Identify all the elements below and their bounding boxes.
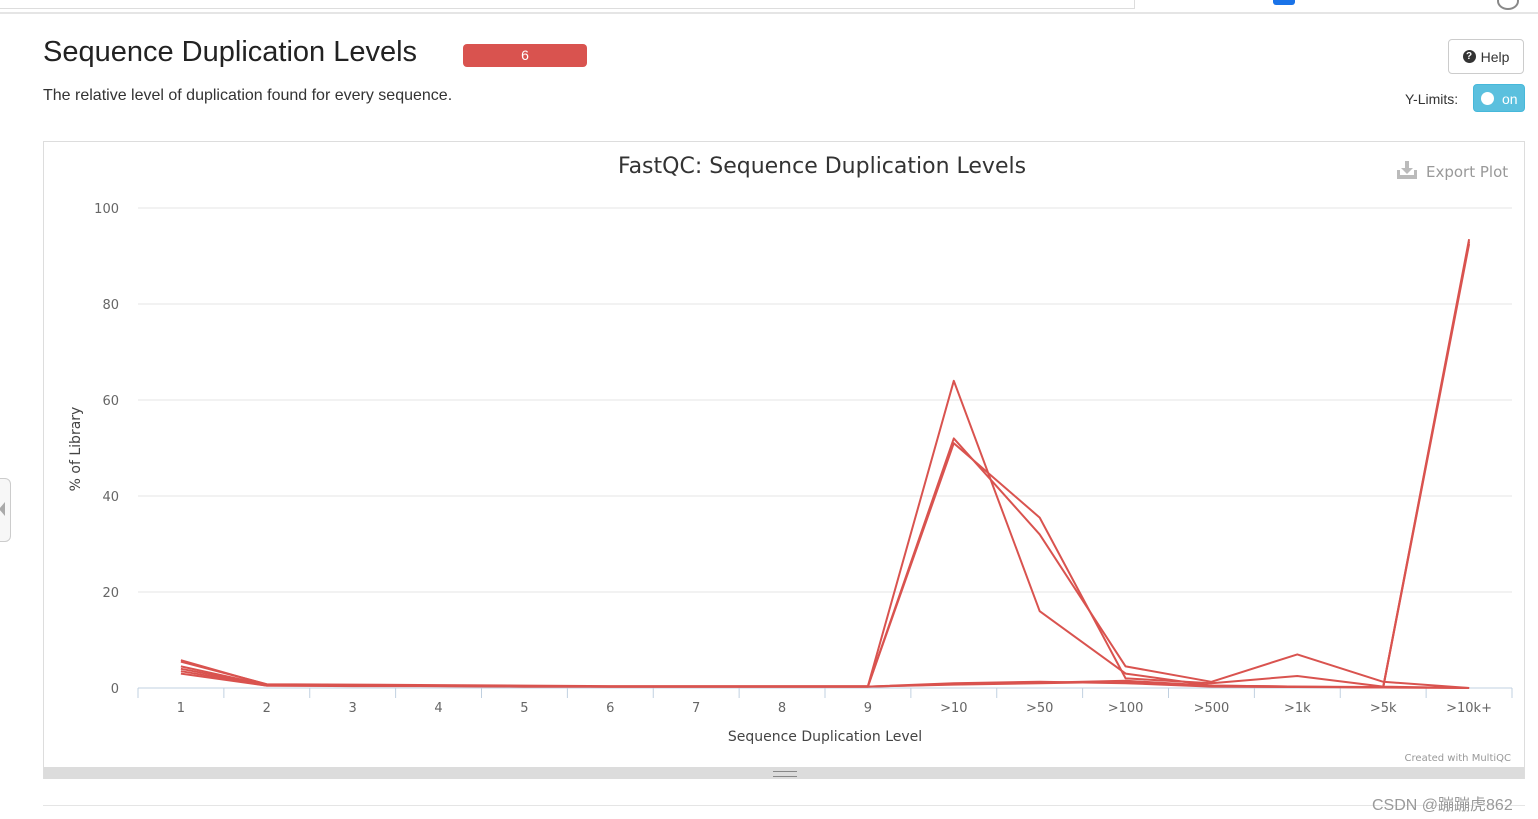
y-tick-label: 40 xyxy=(102,490,119,505)
ylimits-toggle[interactable]: on xyxy=(1473,84,1525,112)
series-line xyxy=(180,241,1471,688)
top-circle-icon[interactable] xyxy=(1497,0,1519,10)
x-tick-label: >100 xyxy=(1108,701,1144,716)
x-tick-label: >10 xyxy=(940,701,967,716)
x-tick-label: >1k xyxy=(1284,701,1311,716)
series-line xyxy=(180,442,1470,689)
series-line xyxy=(180,243,1471,689)
section-divider xyxy=(43,805,1525,806)
collapse-arrow-icon xyxy=(0,502,5,516)
grid-layer xyxy=(138,207,1512,593)
section-title: Sequence Duplication Levels xyxy=(43,36,418,68)
multiqc-credit[interactable]: Created with MultiQC xyxy=(1405,753,1511,764)
x-tick-label: 9 xyxy=(864,701,872,716)
y-tick-label: 100 xyxy=(94,202,119,217)
plot-resize-handle[interactable] xyxy=(44,767,1524,779)
series-layer xyxy=(180,239,1471,689)
address-field[interactable] xyxy=(0,0,1135,9)
series-line xyxy=(180,239,1471,688)
x-axis-title: Sequence Duplication Level xyxy=(728,729,922,745)
help-icon: ? xyxy=(1462,50,1476,63)
section-description: The relative level of duplication found … xyxy=(43,87,453,104)
x-tick-label: 5 xyxy=(520,701,528,716)
chart-title: FastQC: Sequence Duplication Levels xyxy=(618,154,1026,179)
series-line xyxy=(180,379,1470,689)
y-axis-title: % of Library xyxy=(68,407,84,492)
top-badge xyxy=(1273,0,1295,5)
help-label: Help xyxy=(1480,48,1510,65)
y-tick-label: 80 xyxy=(102,298,119,313)
export-icon xyxy=(1397,161,1417,179)
export-plot-label: Export Plot xyxy=(1426,163,1508,181)
y-tick-label: 0 xyxy=(111,682,119,697)
x-axis: 1 2 3 4 5 6 7 8 9 >10 >50 >100 >500 >1k >5k >10k+ xyxy=(137,687,1513,716)
help-button[interactable]: ? Help xyxy=(1448,39,1524,74)
x-tick-label: 2 xyxy=(263,701,271,716)
duplication-line-chart[interactable]: 1 2 3 4 5 6 7 8 9 >10 >50 >100 >500 >1k >5k >10k+ 0 20 40… xyxy=(44,142,1524,768)
watermark: CSDN @蹦蹦虎862 xyxy=(1372,797,1513,814)
x-tick-label: 8 xyxy=(778,701,786,716)
x-tick-label: 7 xyxy=(692,701,700,716)
ylimits-label: Y-Limits: xyxy=(1405,91,1459,107)
resize-grip-icon xyxy=(773,771,797,777)
x-tick-label: >10k+ xyxy=(1446,701,1492,716)
x-tick-label: 4 xyxy=(434,701,442,716)
x-tick-label: 3 xyxy=(349,701,357,716)
y-axis: 0 20 40 60 80 100 xyxy=(94,202,119,697)
x-tick-label: >5k xyxy=(1370,701,1397,716)
x-tick-label: >50 xyxy=(1026,701,1053,716)
y-tick-label: 60 xyxy=(102,394,119,409)
plot-container: 1 2 3 4 5 6 7 8 9 >10 >50 >100 >500 >1k >5k >10k+ 0 20 40… xyxy=(43,141,1525,779)
y-tick-label: 20 xyxy=(102,586,119,601)
browser-top-strip xyxy=(0,0,1538,14)
export-plot-button[interactable]: Export Plot xyxy=(1397,161,1508,181)
series-line xyxy=(180,437,1470,689)
sidebar-collapse-handle[interactable] xyxy=(0,478,11,542)
toggle-knob xyxy=(1481,92,1494,105)
sample-count-badge[interactable]: 6 xyxy=(463,44,587,67)
x-tick-label: >500 xyxy=(1194,701,1230,716)
x-tick-label: 6 xyxy=(606,701,614,716)
x-tick-label: 1 xyxy=(177,701,185,716)
toggle-label: on xyxy=(1502,91,1518,107)
